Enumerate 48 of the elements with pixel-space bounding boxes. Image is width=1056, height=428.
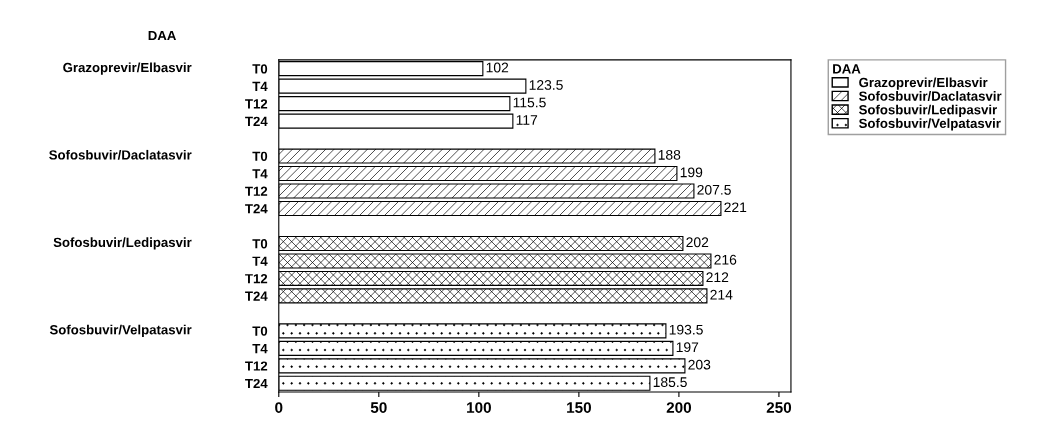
data-label: 115.5 — [513, 97, 546, 108]
y-tick-label: T4 — [252, 256, 268, 266]
y-tick-label: T24 — [245, 291, 268, 301]
data-label: 221 — [724, 202, 747, 213]
data-label: 193.5 — [669, 324, 703, 335]
y-tick-label: T24 — [245, 378, 268, 389]
legend-label: Sofosbuvir/Velpatasvir — [859, 118, 1001, 131]
legend-label: Sofosbuvir/Daclatasvir — [859, 91, 1002, 101]
legend-label: Sofosbuvir/Ledipasvir — [859, 104, 997, 117]
data-label: 188 — [658, 149, 681, 160]
y-tick-label: T0 — [252, 326, 268, 336]
data-label: 123.5 — [529, 80, 563, 90]
y-tick-label: T0 — [252, 64, 268, 74]
text: Grazoprevir/Elbasvir — [63, 62, 192, 75]
y-tick-label: T12 — [245, 273, 268, 284]
legend-title: DAA — [833, 64, 861, 74]
data-label: 117 — [516, 115, 538, 125]
data-label: 202 — [686, 237, 709, 248]
data-label: 102 — [486, 62, 509, 73]
text: Sofosbuvir/Daclatasvir — [49, 149, 192, 160]
y-tick-label: T12 — [245, 186, 268, 196]
data-label: 212 — [706, 272, 729, 283]
x-tick-label: 150 — [567, 402, 591, 413]
text: DAA — [148, 31, 176, 41]
y-tick-label: T0 — [252, 151, 268, 161]
x-tick-label: 0 — [275, 402, 283, 413]
y-tick-label: T24 — [245, 204, 268, 214]
y-tick-label: T12 — [245, 99, 268, 109]
data-label: 207.5 — [697, 184, 731, 195]
y-tick-label: T12 — [245, 361, 268, 371]
data-label: 214 — [710, 289, 733, 300]
y-tick-label: T24 — [245, 116, 268, 126]
y-tick-label: T4 — [252, 81, 268, 91]
y-tick-label: T4 — [252, 169, 268, 179]
x-tick-label: 50 — [370, 402, 387, 413]
text: Sofosbuvir/Velpatasvir — [49, 324, 192, 338]
x-tick-label: 250 — [766, 402, 792, 413]
x-tick-label: 200 — [666, 402, 692, 413]
x-tick-label: 100 — [467, 402, 491, 413]
data-label: 197 — [676, 342, 699, 353]
legend-label: Grazoprevir/Elbasvir — [859, 77, 988, 90]
data-label: 216 — [714, 254, 737, 265]
data-label: 203 — [688, 359, 711, 370]
y-tick-label: T0 — [252, 239, 268, 249]
data-label: 185.5 — [653, 377, 687, 388]
data-label: 199 — [680, 167, 703, 178]
y-tick-label: T4 — [252, 344, 268, 354]
text: Sofosbuvir/Ledipasvir — [53, 237, 192, 250]
